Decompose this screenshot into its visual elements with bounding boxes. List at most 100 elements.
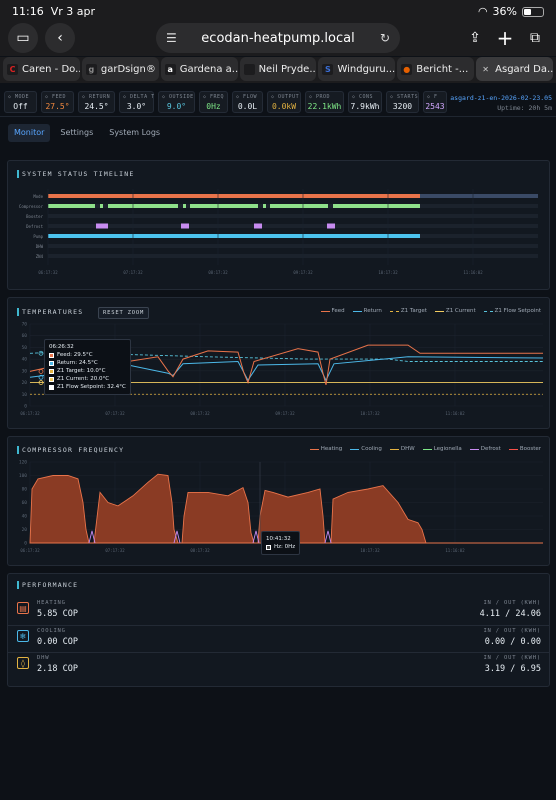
flow-icon: ◇ [236, 94, 244, 100]
metric-feed: ◇ FEED 27.5° [41, 91, 74, 113]
metric-value: Off [13, 102, 28, 111]
legend-item[interactable]: Return [352, 308, 382, 314]
tooltip-swatch [49, 352, 54, 358]
compressor-panel: COMPRESSOR FREQUENCY Heating Cooling DHW Le… [7, 436, 550, 566]
browser-tab[interactable]: g garDsign® [81, 57, 159, 81]
legend-swatch [483, 310, 493, 312]
metric-label-text: FEED [52, 94, 67, 100]
metric-label: ◇ PROD [309, 94, 330, 100]
metric-label-text: RETURN [89, 94, 111, 100]
legend-label: Defrost [480, 446, 501, 452]
page-menu-icon[interactable]: ☰ [166, 31, 177, 45]
browser-tab[interactable]: ● Bericht -... [397, 57, 475, 81]
temp-x-tick: 09:17:32 [275, 411, 295, 416]
metric-label: ◇ F [427, 94, 438, 100]
temp-y-tick: 70 [22, 322, 28, 328]
legend-label: Cooling [361, 446, 382, 452]
series-return [29, 356, 544, 382]
timeline-row-label: Mode [33, 194, 43, 199]
compressor-tooltip-value: Hz: 0Hz [274, 544, 296, 550]
browser-tab[interactable]: a Gardena a... [160, 57, 238, 81]
browser-tab[interactable]: ✕ Asgard Da... [476, 57, 554, 81]
battery-percent: 36% [492, 5, 517, 18]
metric-label-text: DELTA T [130, 94, 155, 100]
temp-x-tick: 07:17:32 [105, 411, 125, 416]
battery-icon [522, 6, 544, 17]
new-tab-icon[interactable]: + [496, 26, 514, 50]
metric-label-text: FLOW [243, 94, 258, 100]
timeline-x-tick: 07:17:32 [123, 270, 143, 275]
temp-y-tick: 60 [22, 333, 28, 339]
legend-item[interactable]: DHW [389, 446, 415, 452]
reset-zoom-button[interactable]: RESET ZOOM [98, 307, 150, 319]
legend-swatch [422, 448, 432, 450]
metric-label: ◇ FLOW [236, 94, 257, 100]
temperatures-tooltip: 06:26:32 Feed: 29.5°C Return: 24.5°C Z1 Tar… [44, 339, 131, 395]
comp-x-tick: 10:17:32 [360, 548, 380, 553]
legend-item[interactable]: Booster [508, 446, 541, 452]
reload-icon[interactable]: ↻ [379, 31, 390, 45]
hover-marker [38, 369, 44, 374]
legend-swatch [389, 448, 399, 450]
timeline-compressor-segment [190, 204, 258, 208]
legend-swatch [469, 448, 479, 450]
legend-item[interactable]: Cooling [350, 446, 382, 452]
metric-return: ◇ RETURN 24.5° [78, 91, 115, 113]
output-icon: ◇ [271, 94, 279, 100]
legend-item[interactable]: Defrost [469, 446, 501, 452]
compressor-chart[interactable]: 12010080604020006:17:3207:17:3208:17:320… [8, 437, 551, 567]
temp-y-tick: 20 [22, 380, 28, 386]
hover-marker [38, 380, 44, 385]
metric-label: ◇ CONS [352, 94, 373, 100]
legend-label: Return [363, 308, 382, 314]
browser-tab-title: Asgard Da... [495, 63, 554, 75]
metric-freq: ◇ FREQ 0Hz [199, 91, 228, 113]
legend-label: Feed [331, 308, 345, 314]
timeline-compressor-segment [270, 204, 328, 208]
metric-value: 27.5° [45, 102, 70, 111]
tab-settings[interactable]: Settings [60, 128, 94, 137]
url-bar[interactable]: ☰ ecodan-heatpump.local ↻ [156, 23, 400, 53]
timeline-compressor-segment [100, 204, 103, 208]
starts-icon: ◇ [390, 94, 398, 100]
device-uptime: Uptime: 20h 5m [497, 104, 552, 112]
browser-tab[interactable]: S Windguru... [318, 57, 396, 81]
hover-marker [38, 374, 44, 380]
temp-y-tick: 30 [22, 368, 28, 374]
mode-icon: ◇ [8, 94, 16, 100]
back-button[interactable]: ‹ [45, 23, 75, 53]
timeline-track [48, 224, 538, 228]
performance-io-value: 3.19 / 6.95 [484, 664, 541, 674]
neilpryde-favicon [243, 63, 255, 75]
temp-y-tick: 50 [22, 345, 28, 351]
browser-tab[interactable]: C Caren - Do... [3, 57, 80, 81]
tab-system-logs[interactable]: System Logs [109, 128, 161, 137]
legend-swatch [434, 310, 444, 312]
status-right: ◠ 36% [478, 5, 544, 18]
legend-item[interactable]: Feed [320, 308, 345, 314]
browser-tab[interactable]: Neil Pryde... [239, 57, 317, 81]
tabs-overview-icon[interactable]: ⧉ [530, 30, 540, 46]
timeline-defrost-segment [181, 223, 189, 229]
metric-value: 2543 [425, 102, 445, 111]
tab-monitor[interactable]: Monitor [8, 124, 51, 142]
legend-item[interactable]: Z1 Current [434, 308, 476, 314]
metric-label-text: MODE [15, 94, 30, 100]
legend-item[interactable]: Heating [309, 446, 342, 452]
compressor-title: COMPRESSOR FREQUENCY [17, 446, 124, 454]
browser-tab-title: Windguru... [337, 63, 396, 75]
legend-item[interactable]: Z1 Flow Setpoint [483, 308, 541, 314]
legend-swatch [389, 310, 399, 312]
performance-io-value: 4.11 / 24.06 [479, 609, 541, 619]
legend-item[interactable]: Z1 Target [389, 308, 427, 314]
metric-value: 3.0° [126, 102, 147, 111]
temp-y-tick: 40 [22, 357, 28, 363]
sidebar-icon[interactable]: ▭ [8, 23, 38, 53]
close-icon[interactable]: ✕ [482, 64, 489, 74]
wifi-icon: ◠ [477, 5, 488, 18]
share-icon[interactable]: ⇪ [469, 30, 481, 46]
performance-label: HEATING [37, 600, 66, 606]
temp-tooltip-row: Z1 Flow Setpoint: 32.4°C [49, 383, 126, 391]
legend-item[interactable]: Legionella [422, 446, 462, 452]
prod-icon: ◇ [309, 94, 317, 100]
